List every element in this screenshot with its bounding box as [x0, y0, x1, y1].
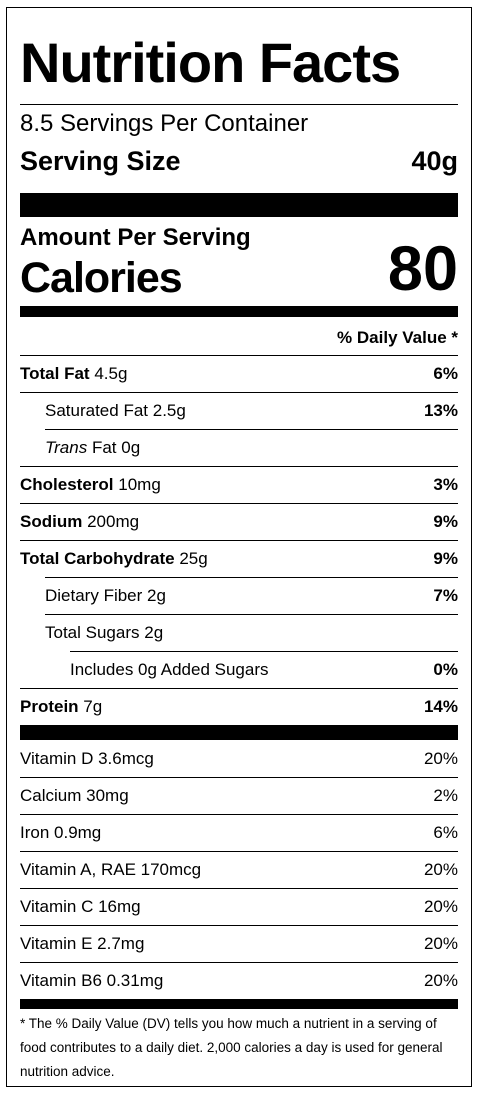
serving-size-label: Serving Size: [20, 146, 181, 176]
vitamin-row: Vitamin B6 0.31mg 20%: [20, 963, 458, 999]
divider: [20, 814, 458, 815]
daily-value-header: % Daily Value *: [337, 328, 458, 347]
nutrient-name: Total Carbohydrate: [20, 549, 175, 568]
vitamin-dv: 20%: [423, 749, 458, 768]
vitamin-row: Calcium 30mg 2%: [20, 778, 458, 814]
vitamin-row: Vitamin A, RAE 170mcg 20%: [20, 852, 458, 888]
divider: [45, 577, 458, 578]
nutrient-name: Includes 0g Added Sugars: [70, 660, 269, 679]
nutrient-amount: 0g: [121, 438, 141, 457]
divider: [20, 688, 458, 689]
nutrient-amount: 7g: [83, 697, 103, 716]
label-title: Nutrition Facts: [20, 31, 401, 94]
nutrient-row-dietary-fiber: Dietary Fiber 2g 7%: [20, 578, 458, 614]
nutrient-name: Cholesterol: [20, 475, 114, 494]
nutrient-name: Protein: [20, 697, 79, 716]
nutrient-name: Sodium: [20, 512, 83, 531]
divider: [20, 104, 458, 105]
divider: [20, 777, 458, 778]
nutrient-amount: 2g: [144, 623, 164, 642]
nutrient-row-trans-fat: Trans Fat 0g: [20, 430, 458, 466]
nutrient-amount: 25g: [179, 549, 208, 568]
nutrient-row-total-carbohydrate: Total Carbohydrate 25g 9%: [20, 541, 458, 577]
calories-label: Calories: [20, 254, 183, 302]
vitamin-dv: 20%: [423, 860, 458, 879]
divider: [70, 651, 458, 652]
medium-divider: [20, 999, 458, 1009]
divider: [20, 466, 458, 467]
nutrient-name: Fat: [91, 438, 117, 457]
nutrient-dv: 6%: [433, 364, 458, 383]
vitamin-dv: 2%: [433, 786, 458, 805]
nutrient-row-protein: Protein 7g 14%: [20, 689, 458, 725]
footnote: * The % Daily Value (DV) tells you how m…: [20, 1016, 443, 1079]
nutrient-row-saturated-fat: Saturated Fat 2.5g 13%: [20, 393, 458, 429]
vitamin-name: Vitamin D 3.6mcg: [20, 749, 154, 768]
divider: [20, 392, 458, 393]
divider: [45, 429, 458, 430]
vitamin-dv: 6%: [433, 823, 458, 842]
nutrient-name-italic: Trans: [45, 438, 88, 457]
divider: [20, 962, 458, 963]
vitamin-row: Vitamin D 3.6mcg 20%: [20, 741, 458, 777]
vitamin-row: Iron 0.9mg 6%: [20, 815, 458, 851]
nutrition-label: Nutrition Facts 8.5 Servings Per Contain…: [6, 7, 472, 1087]
nutrient-dv: 9%: [433, 549, 458, 568]
calories-value: 80: [387, 234, 458, 304]
vitamin-row: Vitamin E 2.7mg 20%: [20, 926, 458, 962]
divider: [45, 614, 458, 615]
servings-per-container: 8.5 Servings Per Container: [20, 110, 309, 137]
nutrient-row-total-fat: Total Fat 4.5g 6%: [20, 356, 458, 392]
vitamin-name: Vitamin A, RAE 170mcg: [20, 860, 202, 879]
nutrient-amount: 4.5g: [94, 364, 128, 383]
thick-divider: [20, 725, 458, 740]
nutrient-name: Total Fat: [20, 364, 90, 383]
divider: [20, 355, 458, 356]
nutrient-row-total-sugars: Total Sugars 2g: [20, 615, 458, 651]
nutrient-name: Total Sugars: [45, 623, 140, 642]
vitamin-dv: 20%: [423, 971, 458, 990]
nutrient-amount: 10mg: [118, 475, 161, 494]
vitamin-dv: 20%: [423, 897, 458, 916]
thick-divider: [20, 193, 458, 217]
divider: [20, 925, 458, 926]
serving-size-row: Serving Size 40g: [20, 144, 458, 178]
vitamin-name: Vitamin C 16mg: [20, 897, 141, 916]
nutrient-name: Dietary Fiber: [45, 586, 143, 605]
divider: [20, 888, 458, 889]
nutrient-row-sodium: Sodium 200mg 9%: [20, 504, 458, 540]
nutrient-dv: 7%: [433, 586, 458, 605]
divider: [20, 851, 458, 852]
nutrient-dv: 0%: [433, 660, 458, 679]
vitamin-dv: 20%: [423, 934, 458, 953]
nutrient-dv: 14%: [423, 697, 458, 716]
divider: [20, 540, 458, 541]
vitamin-name: Calcium 30mg: [20, 786, 129, 805]
nutrient-name: Saturated Fat: [45, 401, 149, 420]
serving-size-value: 40g: [411, 146, 458, 176]
nutrient-dv: 9%: [433, 512, 458, 531]
nutrient-row-cholesterol: Cholesterol 10mg 3%: [20, 467, 458, 503]
nutrient-dv: 3%: [433, 475, 458, 494]
nutrient-amount: 2g: [147, 586, 166, 605]
amount-per-serving: Amount Per Serving: [20, 224, 251, 251]
divider: [20, 503, 458, 504]
nutrient-amount: 2.5g: [152, 401, 186, 420]
vitamin-name: Iron 0.9mg: [20, 823, 102, 842]
nutrient-row-added-sugars: Includes 0g Added Sugars 0%: [20, 652, 458, 688]
nutrient-amount: 200mg: [87, 512, 140, 531]
vitamin-row: Vitamin C 16mg 20%: [20, 889, 458, 925]
medium-divider: [20, 306, 458, 317]
vitamin-name: Vitamin E 2.7mg: [20, 934, 145, 953]
vitamin-name: Vitamin B6 0.31mg: [20, 971, 164, 990]
nutrient-dv: 13%: [423, 401, 458, 420]
